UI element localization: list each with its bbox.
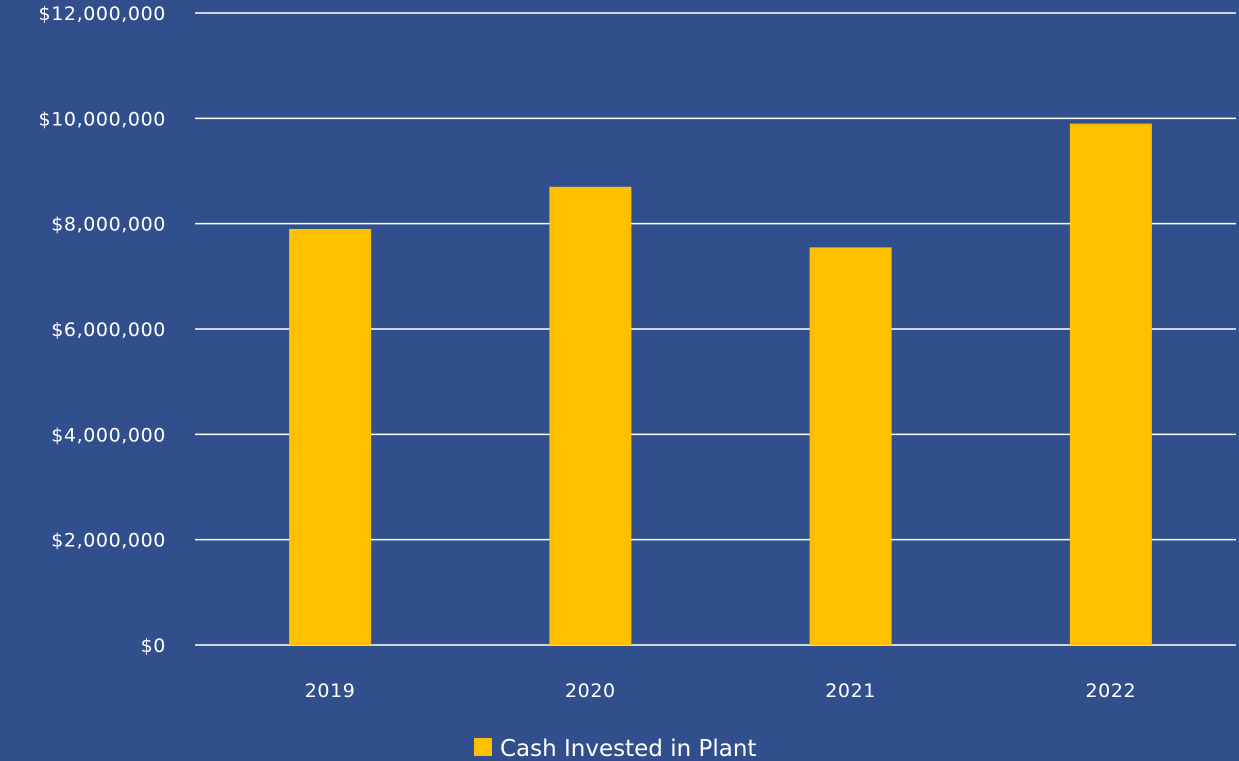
legend-swatch [474,738,492,756]
y-tick-label: $2,000,000 [51,530,166,552]
bars [289,123,1152,646]
x-tick-label: 2022 [1085,680,1136,702]
y-tick-label: $12,000,000 [39,3,166,25]
legend-label: Cash Invested in Plant [500,736,756,761]
y-tick-label: $8,000,000 [51,214,166,236]
bar-2020 [549,186,632,646]
x-tick-label: 2021 [825,680,876,702]
y-tick-label: $10,000,000 [39,108,166,130]
y-axis-tick-labels: $0 $2,000,000 $4,000,000 $6,000,000 $8,000,0… [39,3,166,657]
bar-2019 [289,228,372,645]
x-tick-label: 2020 [565,680,616,702]
legend: Cash Invested in Plant [474,736,756,761]
x-axis-tick-labels: 2019 2020 2021 2022 [305,680,1136,702]
x-tick-label: 2019 [305,680,356,702]
y-tick-label: $0 [141,635,166,657]
y-tick-label: $4,000,000 [51,424,166,446]
bar-2021 [809,247,892,645]
y-tick-label: $6,000,000 [51,319,166,341]
bar-2022 [1069,123,1152,646]
